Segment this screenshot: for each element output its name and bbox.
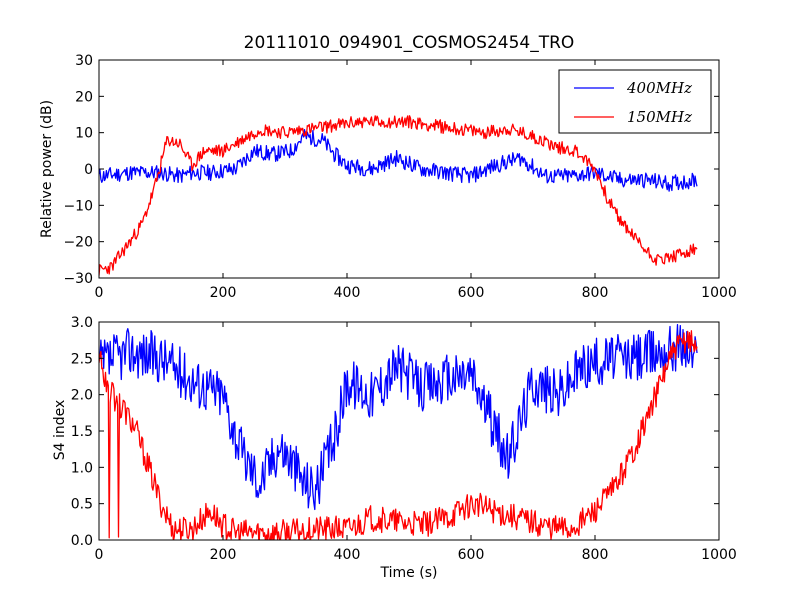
power-y-tick-label: 30: [75, 53, 93, 69]
s4-x-tick-label: 200: [210, 547, 237, 563]
power-x-tick-label: 200: [210, 285, 237, 301]
legend-box: [558, 69, 712, 134]
s4-y-axis-label: S4 index: [52, 400, 68, 461]
power-series-group: [99, 115, 698, 276]
power-y-tick-label: −10: [63, 198, 93, 214]
s4-x-tick-label: 1000: [701, 547, 737, 563]
power-x-tick-label: 800: [582, 285, 609, 301]
legend-label-150mhz: 150MHz: [627, 108, 692, 126]
legend-label-400mhz: 400MHz: [626, 79, 692, 97]
s4-series-group: [99, 323, 698, 540]
power-x-tick-label: 400: [334, 285, 361, 301]
chart-title: 20111010_094901_COSMOS2454_TRO: [244, 33, 575, 53]
s4-x-tick-label: 600: [458, 547, 485, 563]
s4-y-tick-label: 2.0: [71, 388, 93, 404]
power-y-tick-label: −20: [63, 235, 93, 251]
power-series-line-150mhz: [99, 115, 698, 276]
power-plot-area: 0 200 400 600 800 1000 −30 −20 −10 0 10 20 30: [63, 53, 736, 301]
legend: 400MHz 150MHz: [558, 69, 712, 134]
power-panel: 20111010_094901_COSMOS2454_TRO Relative …: [39, 33, 737, 301]
s4-series-line-400mhz: [99, 323, 698, 511]
s4-x-tick-label: 400: [334, 547, 361, 563]
s4-x-tick-label: 800: [582, 547, 609, 563]
power-series-line-400mhz: [99, 128, 698, 192]
s4-y-tick-label: 0.5: [71, 497, 93, 513]
s4-x-tick-label: 0: [95, 547, 104, 563]
power-y-tick-label: 10: [75, 126, 93, 142]
power-y-axis-label: Relative power (dB): [39, 100, 55, 238]
power-x-tick-label: 600: [458, 285, 485, 301]
power-x-tick-label: 1000: [701, 285, 737, 301]
power-y-tick-label: −30: [63, 271, 93, 287]
s4-plot-area: 0 200 400 600 800 1000 0.0 0.5 1.0 1.5 2.0 2.5 3.0: [71, 315, 737, 563]
s4-series-line-150mhz: [99, 330, 698, 540]
power-y-tick-label: 0: [84, 162, 93, 178]
power-y-tick-label: 20: [75, 89, 93, 105]
s4-y-tick-label: 3.0: [71, 315, 93, 331]
power-x-tick-label: 0: [95, 285, 104, 301]
s4-panel: S4 index Time (s) 0 200 400 600 800 1000 0.0 0.…: [52, 315, 737, 581]
x-axis-label: Time (s): [380, 565, 438, 581]
s4-y-tick-label: 0.0: [71, 533, 93, 549]
s4-y-tick-label: 1.0: [71, 460, 93, 476]
s4-y-tick-label: 2.5: [71, 351, 93, 367]
s4-y-tick-label: 1.5: [71, 424, 93, 440]
